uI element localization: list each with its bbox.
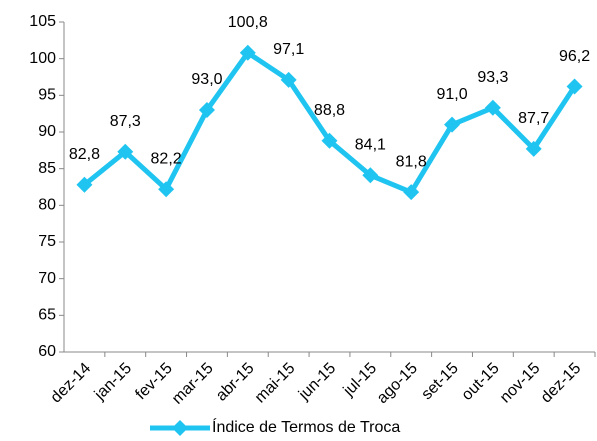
data-label: 87,3 [110, 113, 141, 130]
y-tick-label: 65 [38, 307, 56, 324]
point [280, 71, 297, 88]
point [444, 116, 461, 133]
y-tick-label: 80 [38, 197, 56, 214]
data-label: 88,8 [314, 102, 345, 119]
data-label: 93,3 [477, 69, 508, 86]
x-tick-label: ago-15 [374, 360, 421, 407]
y-tick-label: 105 [29, 13, 56, 30]
point [117, 143, 134, 160]
data-label: 100,8 [228, 14, 268, 31]
point [362, 167, 379, 184]
y-tick-label: 85 [38, 160, 56, 177]
y-tick-label: 95 [38, 87, 56, 104]
point [484, 99, 501, 116]
y-tick-label: 90 [38, 123, 56, 140]
x-tick-label: nov-15 [497, 360, 544, 407]
point [566, 78, 583, 95]
data-label: 91,0 [436, 86, 467, 103]
x-tick-label: out-15 [459, 360, 503, 404]
y-tick-label: 100 [29, 50, 56, 67]
point [403, 184, 420, 201]
data-label: 96,2 [559, 48, 590, 65]
legend-marker [172, 420, 188, 436]
point [239, 44, 256, 61]
point [158, 181, 175, 198]
y-tick-label: 75 [38, 233, 56, 250]
data-label: 87,7 [518, 110, 549, 127]
x-tick-label: jun-15 [295, 360, 339, 404]
data-label: 81,8 [396, 153, 427, 170]
data-label: 82,2 [151, 150, 182, 167]
point [198, 102, 215, 118]
point [76, 176, 93, 193]
x-tick-label: dez-14 [48, 360, 95, 407]
x-tick-label: abr-15 [213, 360, 258, 405]
data-label: 93,0 [191, 71, 222, 88]
x-tick-label: mar-15 [169, 360, 217, 408]
x-tick-label: mai-15 [252, 360, 299, 407]
point [321, 132, 338, 149]
x-tick-label: dez-15 [538, 360, 585, 407]
point [525, 140, 542, 157]
data-label: 97,1 [273, 41, 304, 58]
x-tick-label: set-15 [418, 360, 462, 404]
y-tick-label: 60 [38, 343, 56, 360]
data-label: 84,1 [355, 136, 386, 153]
legend-label: Índice de Termos de Troca [212, 417, 400, 436]
x-tick-label: jan-15 [91, 360, 135, 404]
data-label: 82,8 [69, 146, 100, 163]
y-tick-label: 70 [38, 270, 56, 287]
